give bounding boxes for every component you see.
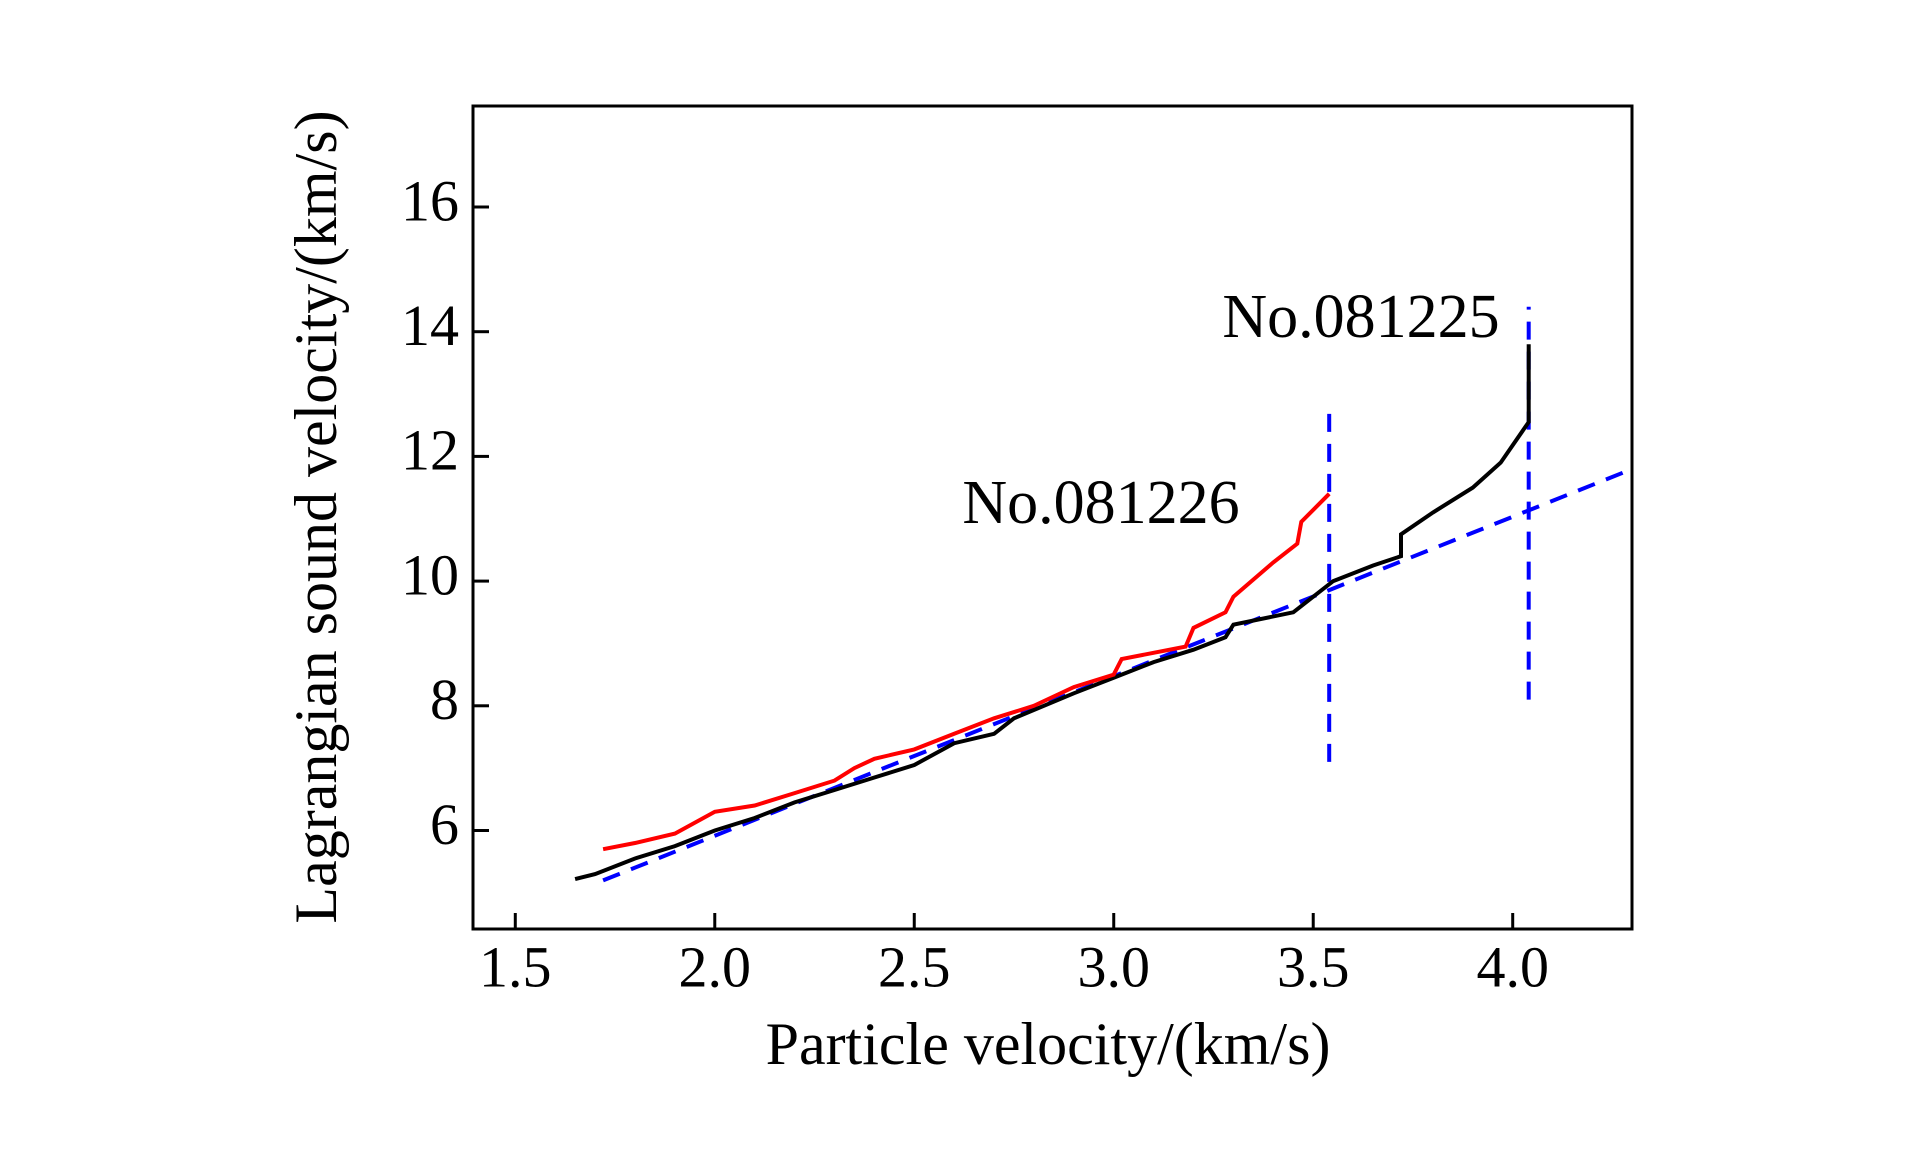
plot-frame	[471, 104, 1634, 931]
x-tick-label: 3.5	[1277, 934, 1350, 999]
y-tick-label: 14	[401, 293, 459, 358]
series-line	[602, 492, 1331, 852]
y-tick-label: 6	[430, 792, 459, 857]
x-tick-label: 2.0	[679, 934, 752, 999]
x-tick-label: 4.0	[1476, 934, 1549, 999]
x-tick-label: 1.5	[479, 934, 552, 999]
y-tick-label: 16	[401, 168, 459, 233]
y-tick-label: 12	[401, 418, 459, 483]
x-tick-label: 3.0	[1077, 934, 1150, 999]
annotation: No.081225	[1222, 283, 1499, 351]
series-line	[574, 344, 1531, 882]
y-tick-label: 10	[401, 542, 459, 607]
x-tick-label: 2.5	[878, 934, 951, 999]
y-tick-label: 8	[430, 667, 459, 732]
annotation: No.081226	[962, 469, 1239, 537]
x-axis-label: Particle velocity/(km/s)	[766, 1011, 1331, 1077]
y-axis-label: Lagrangian sound velocity/(km/s)	[283, 110, 349, 923]
